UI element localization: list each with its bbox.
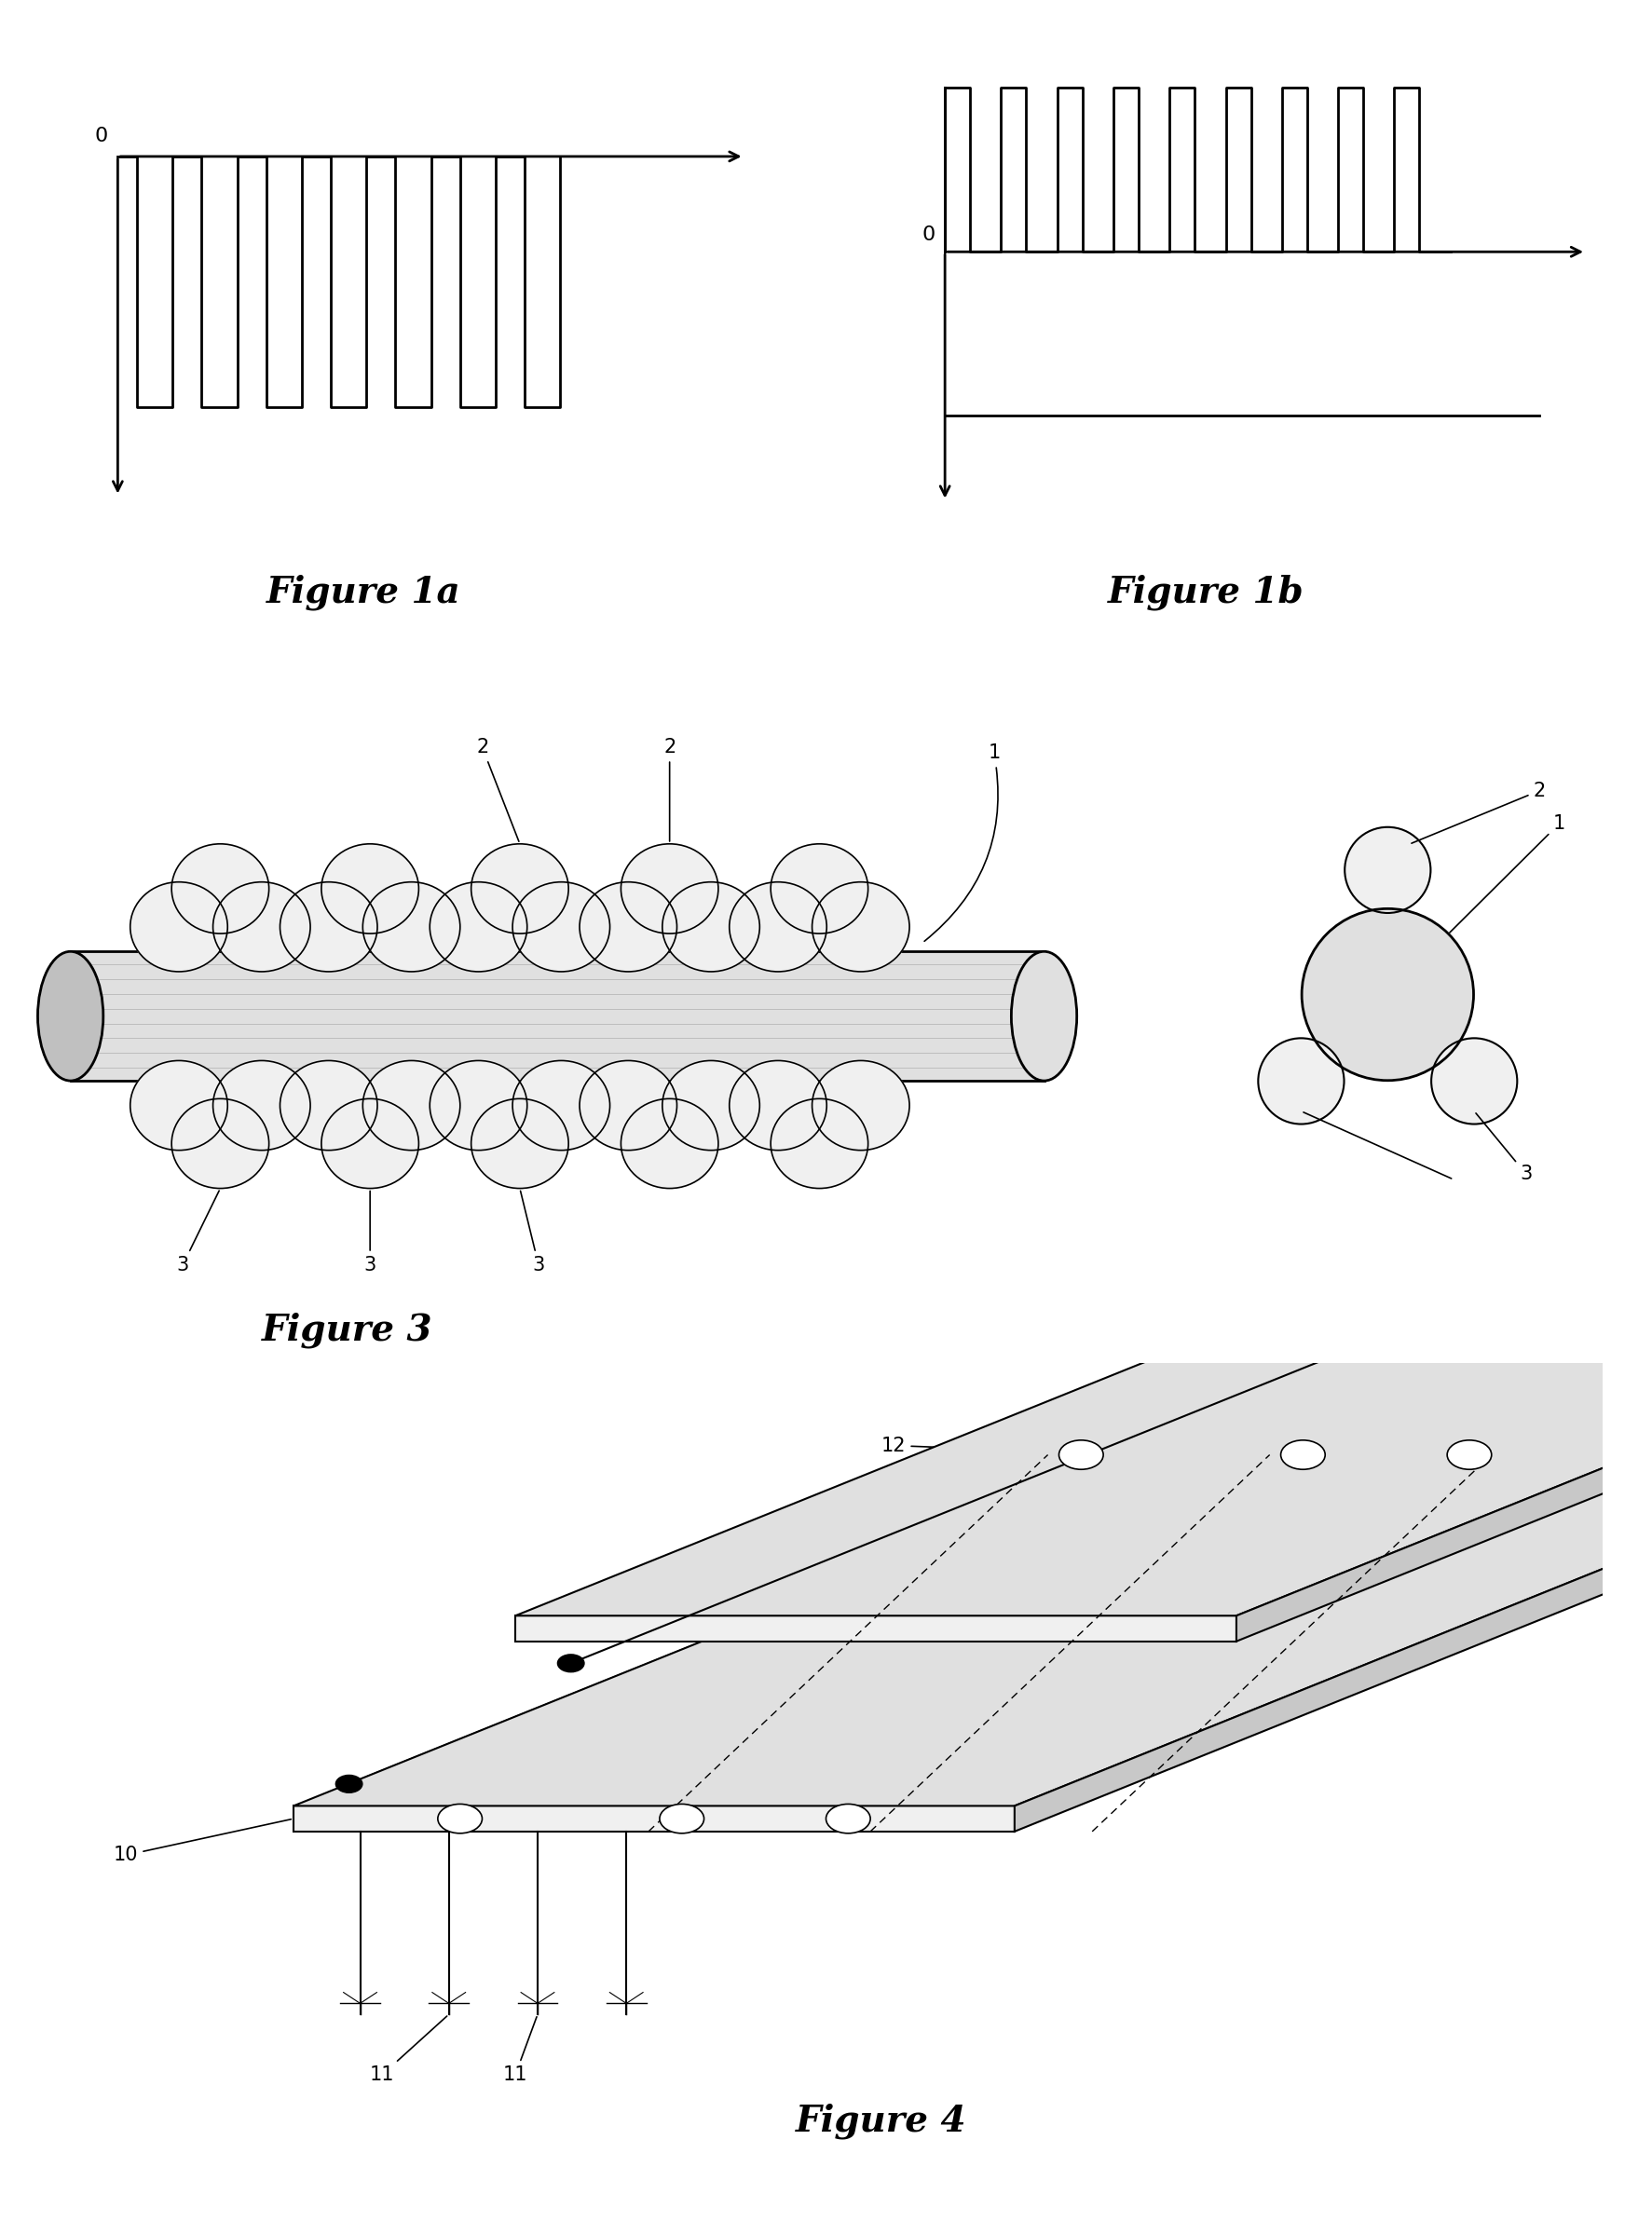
Text: 11: 11 [504, 2016, 537, 2083]
Circle shape [430, 1062, 527, 1151]
Circle shape [1345, 827, 1431, 912]
Text: 3: 3 [363, 1191, 377, 1274]
Circle shape [729, 1062, 826, 1151]
Polygon shape [294, 1806, 1014, 1830]
Circle shape [438, 1804, 482, 1833]
Text: 11: 11 [370, 2016, 448, 2083]
Text: 3: 3 [1475, 1113, 1531, 1182]
Circle shape [1059, 1439, 1104, 1468]
Circle shape [1280, 1439, 1325, 1468]
Circle shape [1431, 1039, 1517, 1124]
Text: 12: 12 [770, 1582, 968, 1645]
Circle shape [335, 1775, 362, 1792]
Ellipse shape [38, 952, 102, 1082]
Circle shape [213, 1062, 311, 1151]
Text: Figure 4: Figure 4 [796, 2103, 966, 2139]
Circle shape [771, 845, 867, 934]
Circle shape [580, 883, 677, 972]
Text: 2: 2 [664, 738, 676, 840]
Text: 1: 1 [925, 744, 999, 941]
Circle shape [279, 883, 377, 972]
Text: 3: 3 [520, 1191, 545, 1274]
Circle shape [131, 883, 228, 972]
Circle shape [662, 1062, 760, 1151]
Circle shape [621, 1100, 719, 1189]
Circle shape [430, 883, 527, 972]
Text: 2: 2 [1411, 782, 1545, 843]
Text: 0: 0 [94, 127, 109, 145]
Text: 0: 0 [922, 226, 935, 244]
Circle shape [813, 1062, 910, 1151]
Circle shape [771, 1100, 867, 1189]
Circle shape [1447, 1439, 1492, 1468]
Text: 1: 1 [1450, 814, 1564, 932]
Circle shape [558, 1654, 585, 1672]
Text: 2: 2 [476, 738, 519, 840]
Circle shape [322, 1100, 418, 1189]
Circle shape [813, 883, 910, 972]
Circle shape [826, 1804, 871, 1833]
Circle shape [512, 1062, 610, 1151]
Text: 12: 12 [882, 1437, 1133, 1455]
Text: Figure 1a: Figure 1a [266, 574, 461, 610]
Circle shape [621, 845, 719, 934]
Polygon shape [1014, 1484, 1652, 1830]
Circle shape [172, 845, 269, 934]
Ellipse shape [1011, 952, 1077, 1082]
Polygon shape [294, 1484, 1652, 1806]
Text: Figure 1b: Figure 1b [1108, 574, 1303, 610]
Circle shape [363, 883, 461, 972]
Polygon shape [1236, 1294, 1652, 1640]
Polygon shape [515, 1294, 1652, 1616]
Circle shape [580, 1062, 677, 1151]
Circle shape [363, 1062, 461, 1151]
Circle shape [131, 1062, 228, 1151]
Circle shape [512, 883, 610, 972]
Circle shape [471, 845, 568, 934]
Circle shape [172, 1100, 269, 1189]
Circle shape [1302, 910, 1474, 1080]
Polygon shape [515, 1616, 1236, 1640]
Circle shape [279, 1062, 377, 1151]
Text: 10: 10 [114, 1819, 291, 1864]
Circle shape [213, 883, 311, 972]
Circle shape [659, 1804, 704, 1833]
Circle shape [662, 883, 760, 972]
Text: 3: 3 [177, 1191, 220, 1274]
Circle shape [322, 845, 418, 934]
Text: Figure 3: Figure 3 [261, 1312, 433, 1348]
Circle shape [729, 883, 826, 972]
Circle shape [471, 1100, 568, 1189]
Circle shape [1259, 1039, 1345, 1124]
